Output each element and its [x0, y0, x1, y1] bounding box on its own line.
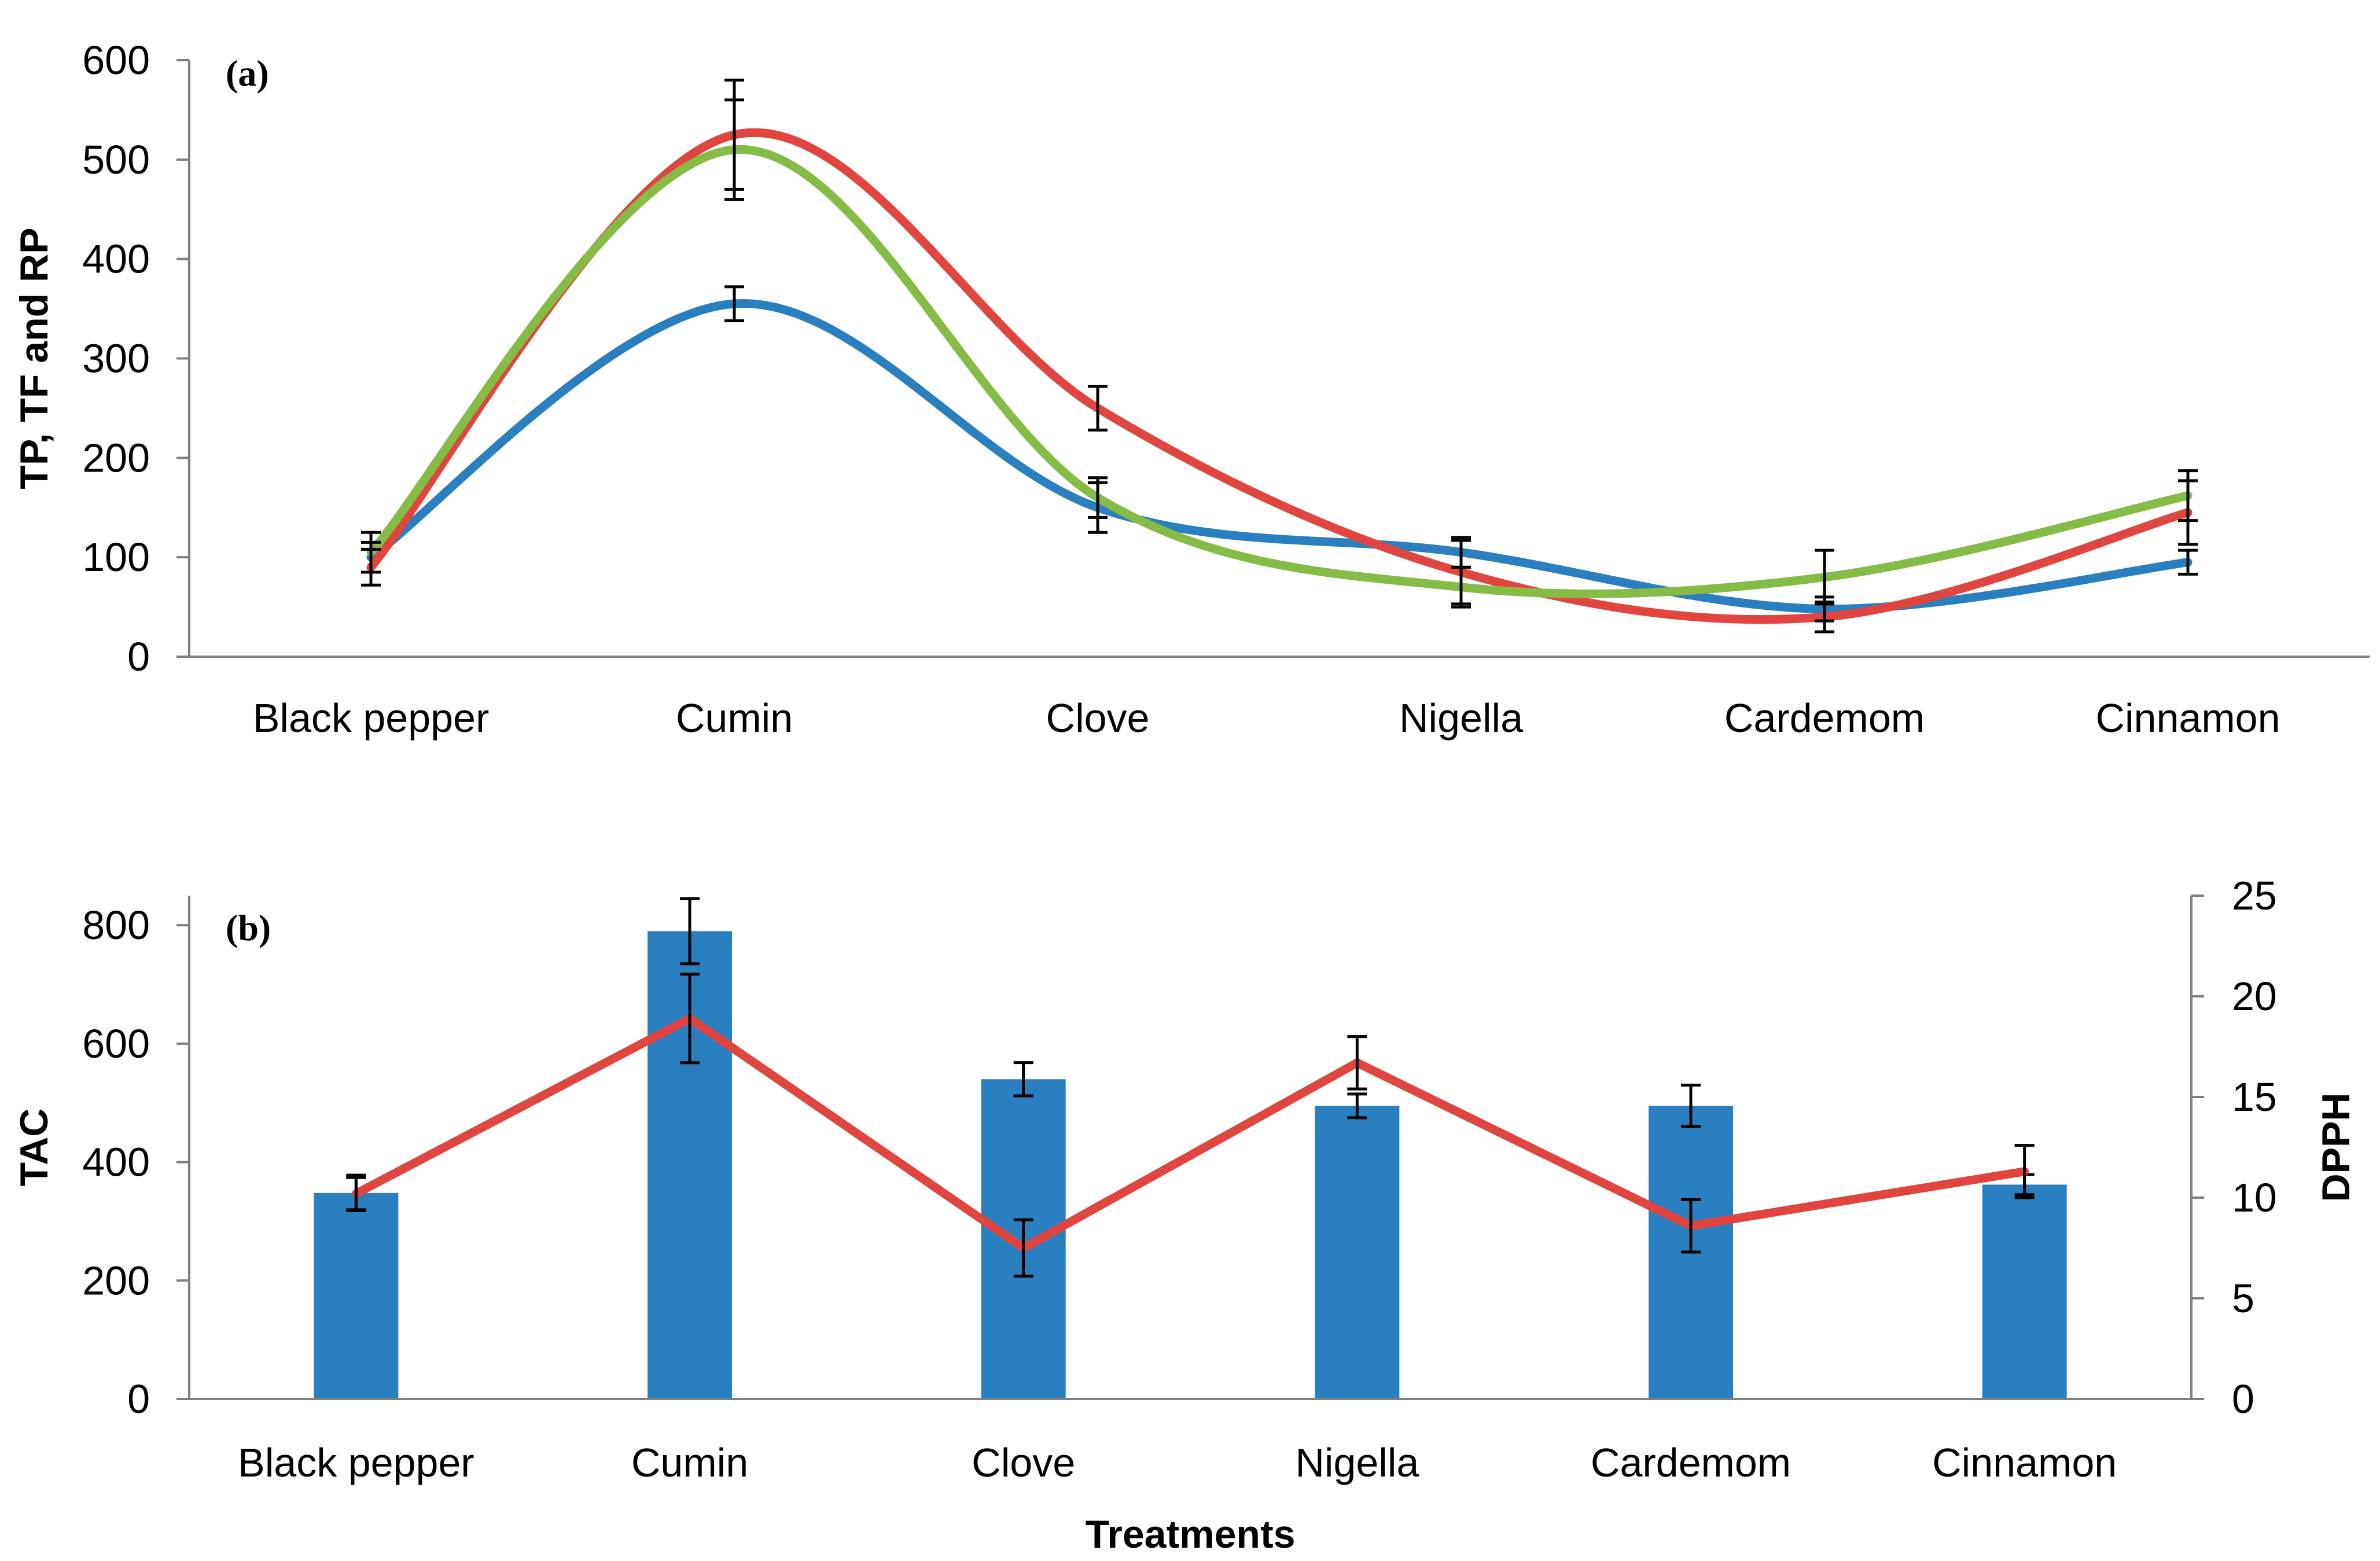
panel-b-y2-tick-label: 20: [2232, 974, 2277, 1019]
panel-a-y-tick-label: 500: [82, 137, 150, 182]
panel-a-error-bar-tf: [1088, 385, 1108, 432]
panel-b-label: (b): [226, 907, 271, 948]
panel-b-error-bar-dpph: [1013, 1218, 1033, 1278]
panel-b-y-tick-label: 0: [127, 1376, 150, 1422]
panel-b-bar-line-chart: 0 200 400 600 800 0 5 10 15 20 25 Black pepper Cumin…: [12, 873, 2358, 1556]
panel-a-error-bar-rp: [1815, 548, 1834, 606]
panel-a-x-tick-label: Nigella: [1399, 695, 1523, 741]
panel-a-x-tick-label: Cinnamon: [2095, 695, 2280, 741]
panel-b-error-bar-tac: [1681, 1084, 1701, 1128]
panel-a-y-tick-label: 100: [82, 535, 150, 580]
panel-b-error-bar-tac: [680, 897, 700, 966]
panel-a-y-axis-title: TP, TF and RP: [12, 227, 56, 489]
panel-b-y-axis-title: TAC: [12, 1109, 56, 1187]
panel-a-x-tick-label: Cumin: [676, 695, 793, 741]
panel-b-error-bar-tac: [1013, 1061, 1033, 1098]
panel-a-y-tick-label: 400: [82, 237, 150, 282]
panel-a-y-tick-label: 600: [82, 38, 150, 83]
panel-b-y2-tick-label: 15: [2232, 1074, 2277, 1120]
panel-a-label: (a): [226, 53, 269, 94]
panel-b-x-tick-label: Cumin: [631, 1440, 748, 1485]
panel-b-x-tick-label: Cinnamon: [1932, 1440, 2117, 1485]
panel-a-error-bar-rp: [724, 98, 744, 201]
panel-b-y-tick-label: 600: [82, 1021, 150, 1066]
panel-b-bar-tac: [1982, 1184, 2067, 1399]
panel-b-error-bar-dpph: [2014, 1144, 2035, 1199]
panel-b-x-tick-label: Nigella: [1295, 1440, 1419, 1485]
panel-b-y2-tick-label: 25: [2232, 873, 2277, 918]
panel-b-y2-tick-label: 5: [2232, 1276, 2254, 1321]
panel-a-y-tick-label: 0: [127, 634, 150, 679]
panel-b-error-bar-dpph: [680, 973, 700, 1065]
panel-a-x-tick-label: Clove: [1046, 695, 1150, 741]
panel-a-series-rp-line: [366, 145, 2193, 598]
panel-a-x-tick-label: Cardemom: [1724, 695, 1925, 741]
panel-a-line-chart: 0 100 200 300 400 500 600 Black pepper Cumin Clov…: [12, 38, 2370, 741]
panel-b-error-bar-dpph: [1347, 1035, 1367, 1091]
panel-a-x-tick-label: Black pepper: [253, 695, 490, 741]
panel-b-y-tick-label: 800: [82, 903, 150, 948]
panel-b-y-tick-label: 400: [82, 1140, 150, 1185]
panel-b-error-bar-tac: [1347, 1092, 1367, 1120]
panel-b-x-tick-label: Clove: [972, 1440, 1075, 1485]
panel-b-y2-tick-label: 0: [2232, 1376, 2254, 1422]
panel-a-error-bar-rp: [361, 531, 381, 574]
panel-b-series-dpph-line: [351, 1014, 2029, 1253]
panel-b-error-bar-dpph: [346, 1176, 366, 1212]
panel-a-error-bar-rp: [1088, 476, 1108, 519]
panel-a-series-tf-line: [366, 128, 2193, 624]
panel-b-x-tick-label: Black pepper: [238, 1440, 474, 1485]
panel-a-y-tick-label: 200: [82, 435, 150, 480]
panel-b-y2-axis-title: DPPH: [2314, 1093, 2358, 1202]
panel-b-x-axis-title: Treatments: [1086, 1512, 1296, 1556]
panel-a-error-bar-tp: [724, 285, 744, 322]
panel-b-x-tick-label: Cardemom: [1591, 1440, 1791, 1485]
panel-a-error-bar-tp: [2178, 548, 2198, 576]
panel-b-bar-tac: [1315, 1106, 1400, 1399]
panel-b-error-bar-dpph: [1681, 1198, 1701, 1254]
panel-b-bar-tac: [314, 1192, 399, 1399]
panel-a-error-bar-rp: [2178, 469, 2198, 522]
panel-b-y-tick-label: 200: [82, 1258, 150, 1303]
panel-a-y-tick-label: 300: [82, 336, 150, 381]
panel-a-error-bar-rp: [1451, 565, 1471, 609]
panel-b-y2-tick-label: 10: [2232, 1175, 2277, 1220]
